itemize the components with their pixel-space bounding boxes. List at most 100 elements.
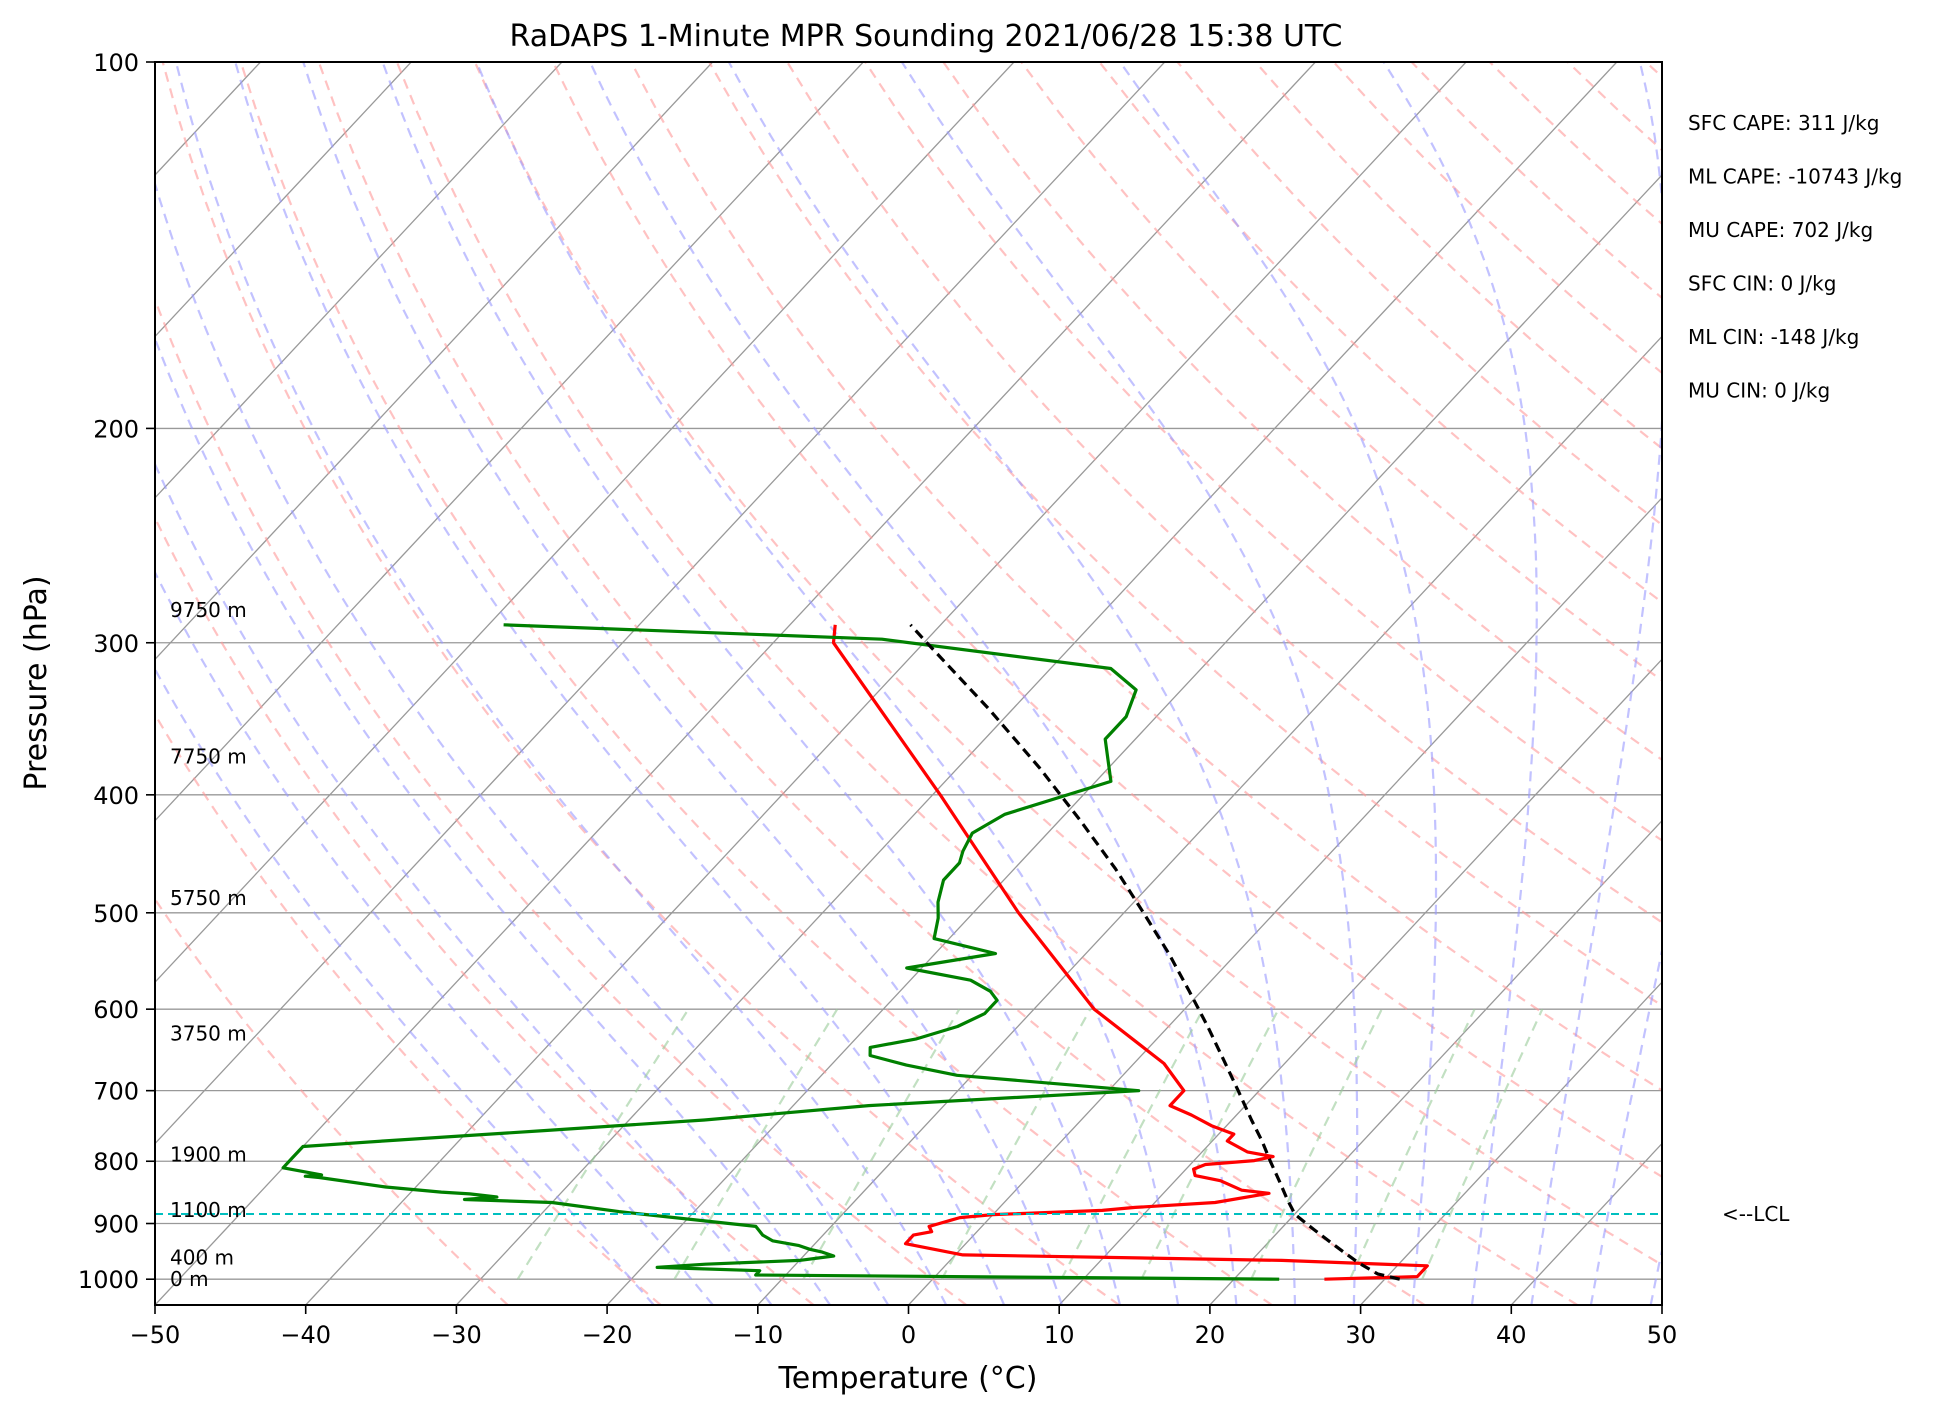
dry-adiabat-line (786, 62, 1662, 924)
moist-adiabat-line (900, 62, 1359, 1305)
isotherm-line (1510, 1142, 1662, 1305)
isotherm-line (1813, 62, 1936, 1305)
x-tick-label: 30 (1345, 1321, 1376, 1349)
dry-adiabat-line (317, 62, 1426, 1305)
y-axis-ticks: 100 200 300 400 500 600 700 800 900 1000 (78, 49, 155, 1294)
stat-label: MU CIN: 0 J/kg (1688, 379, 1830, 403)
isotherm-line (908, 496, 1662, 1305)
y-tick-label: 300 (93, 630, 139, 658)
mixing-ratio-line (1060, 1008, 1205, 1280)
lcl-label: <--LCL (1722, 1202, 1790, 1226)
moist-adiabat-line (1382, 62, 1538, 1305)
moist-adiabat-line (234, 62, 1006, 1305)
dry-adiabat-line (1098, 62, 1662, 604)
x-tick-label: 0 (901, 1321, 916, 1349)
isotherm-line (155, 62, 1015, 984)
y-tick-label: 800 (93, 1148, 139, 1176)
series-lines (281, 623, 1429, 1281)
isotherm-line (155, 62, 714, 661)
isotherm-line (1058, 658, 1662, 1305)
y-tick-label: 700 (93, 1078, 139, 1106)
moist-adiabat-line (155, 335, 832, 1305)
dry-adiabat-line (473, 62, 1662, 1267)
moist-adiabat-line (1649, 1244, 1662, 1305)
y-tick-label: 100 (93, 49, 139, 77)
isotherm-line (305, 62, 1467, 1305)
isotherm-line (757, 335, 1662, 1305)
isotherm-line (606, 174, 1662, 1305)
moist-adiabat-line (302, 62, 1064, 1305)
height-label: 7750 m (170, 744, 247, 768)
dry-adiabat-line (552, 62, 1662, 1179)
dry-adiabat-line (864, 62, 1662, 842)
x-tick-label: −10 (732, 1321, 783, 1349)
y-tick-label: 500 (93, 900, 139, 928)
dry-adiabat-line (395, 62, 1579, 1305)
isotherm-line (155, 62, 864, 822)
stat-label: ML CAPE: -10743 J/kg (1688, 165, 1902, 189)
moist-adiabat-line (1589, 945, 1662, 1305)
plot-frame (154, 61, 1663, 1306)
isotherm-line (1360, 981, 1662, 1305)
x-axis-label: Temperature (°C) (778, 1361, 1038, 1396)
moist-adiabat-line (589, 62, 1238, 1305)
dry-adiabat-line (1566, 62, 1662, 152)
height-label: 400 m (170, 1246, 234, 1270)
isotherm-line (155, 62, 412, 338)
x-tick-label: −40 (280, 1321, 331, 1349)
stat-label: MU CAPE: 702 J/kg (1688, 218, 1873, 242)
dry-adiabat-line (1488, 62, 1662, 226)
y-tick-label: 900 (93, 1211, 139, 1239)
isotherm-line (155, 62, 563, 499)
x-tick-label: 40 (1496, 1321, 1527, 1349)
dry-adiabat-line (942, 62, 1662, 762)
height-label: 3750 m (170, 1021, 247, 1045)
y-tick-label: 400 (93, 782, 139, 810)
height-label: 1900 m (170, 1143, 247, 1167)
y-axis-label: Pressure (hPa) (19, 575, 54, 790)
mixing-ratio-line (940, 1008, 1092, 1280)
isotherm-line (1661, 1304, 1662, 1305)
height-label: 9750 m (170, 598, 247, 622)
dry-adiabat-line (1020, 62, 1662, 682)
chart-title: RaDAPS 1-Minute MPR Sounding 2021/06/28 … (510, 19, 1343, 54)
y-tick-label: 1000 (78, 1266, 139, 1294)
dewpoint-profile-line (281, 623, 1280, 1281)
moist-adiabat-line (155, 180, 890, 1305)
x-tick-label: −50 (130, 1321, 181, 1349)
stat-label: SFC CAPE: 311 J/kg (1688, 111, 1879, 135)
dry-adiabat-line (1410, 62, 1662, 300)
dry-adiabat-line (155, 296, 967, 1305)
x-tick-label: 50 (1647, 1321, 1678, 1349)
height-labels: 9750 m 7750 m 5750 m 3750 m 1900 m 1100 m 400 … (170, 598, 247, 1291)
y-tick-label: 600 (93, 996, 139, 1024)
moist-adiabat-line (174, 62, 948, 1305)
isotherm-line (0, 62, 110, 1305)
x-tick-label: 10 (1044, 1321, 1075, 1349)
mixing-ratio-line (1140, 1008, 1280, 1280)
stats-panel: SFC CAPE: 311 J/kg ML CAPE: -10743 J/kg MU… (1688, 111, 1902, 403)
mixing-ratio-line (1348, 1008, 1476, 1280)
dry-adiabat-line (155, 712, 662, 1305)
mixing-ratio-line (1250, 1008, 1383, 1280)
parcel-profile-line (909, 623, 1401, 1281)
height-label: 1100 m (170, 1198, 247, 1222)
y-tick-label: 200 (93, 415, 139, 443)
dry-adiabat-line (161, 62, 1120, 1305)
x-tick-label: 20 (1195, 1321, 1226, 1349)
moist-adiabat-line (155, 666, 655, 1305)
stat-label: ML CIN: -148 J/kg (1688, 325, 1859, 349)
mixing-ratio-line (1421, 1008, 1544, 1280)
isotherm-line (455, 62, 1618, 1305)
dry-adiabat-line (1254, 62, 1662, 450)
isotherm-line (1209, 819, 1662, 1305)
dry-adiabat-line (239, 62, 1273, 1305)
moist-adiabat-line (475, 62, 1180, 1305)
mixing-ratio-line (673, 1008, 839, 1280)
moist-adiabat-line (155, 461, 773, 1305)
moist-adiabat-line (1119, 62, 1438, 1305)
height-label: 0 m (170, 1267, 209, 1291)
moist-adiabat-line (381, 62, 1122, 1305)
mixing-ratio-line (516, 1008, 690, 1280)
